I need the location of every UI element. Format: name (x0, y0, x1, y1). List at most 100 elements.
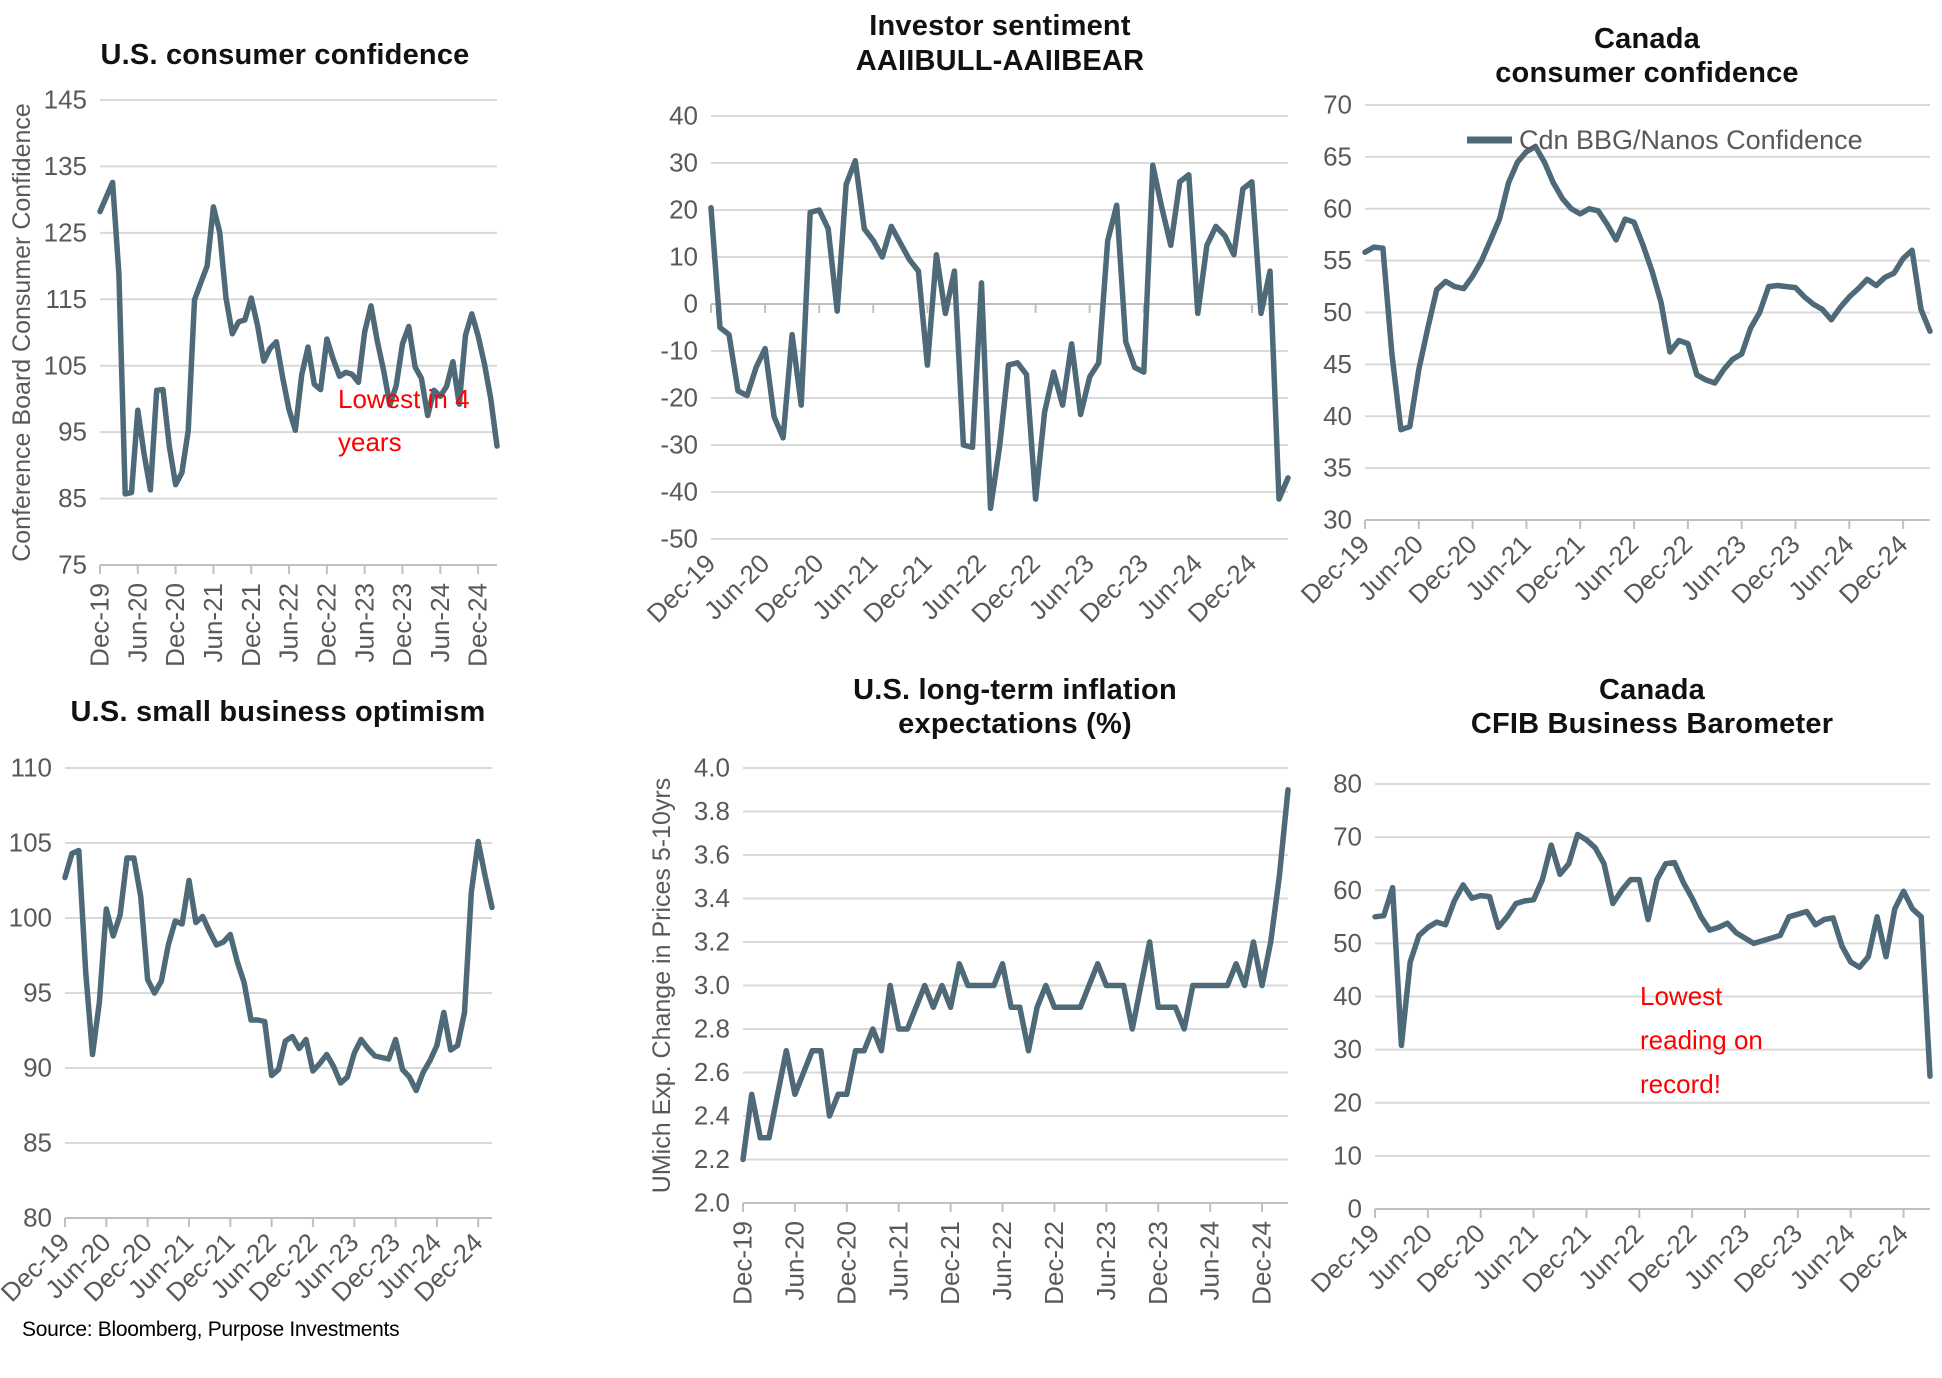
series-line (1372, 831, 1933, 1079)
series-line (708, 157, 1291, 512)
chart-title: U.S. consumer confidence (101, 39, 470, 71)
x-axis-tick-label: Dec-22 (311, 583, 341, 667)
y-axis-tick-label: 2.8 (694, 1014, 730, 1044)
y-axis-tick-label: 20 (669, 195, 698, 225)
series-line (740, 787, 1291, 1163)
y-axis-tick-label: -10 (660, 336, 698, 366)
y-axis-tick-label: 2.0 (694, 1188, 730, 1218)
y-axis-tick-label: 145 (44, 85, 87, 115)
chart-title: U.S. small business optimism (71, 696, 486, 728)
x-axis-tick-label: Dec-19 (85, 583, 115, 667)
x-axis-tick-label: Dec-21 (236, 583, 266, 667)
y-axis-tick-label: 70 (1323, 90, 1352, 120)
x-axis-tick-label: Jun-22 (987, 1221, 1017, 1301)
y-axis-tick-label: 30 (669, 148, 698, 178)
y-axis-tick-label: 40 (1333, 981, 1362, 1011)
x-axis-tick-label: Dec-19 (728, 1221, 758, 1305)
x-axis-tick-label: Jun-21 (883, 1221, 913, 1301)
y-axis-tick-label: 85 (58, 483, 87, 513)
y-axis-tick-label: 95 (58, 417, 87, 447)
y-axis-tick-label: 95 (23, 978, 52, 1008)
x-axis-tick-label: Jun-24 (425, 583, 455, 663)
annotation-text: Lowest in 4 (338, 384, 470, 414)
series-line (1362, 143, 1933, 433)
x-axis-tick-label: Jun-20 (122, 583, 152, 663)
chart-title: CFIB Business Barometer (1471, 708, 1833, 740)
y-axis-title: UMich Exp. Change in Prices 5-10yrs (648, 778, 676, 1193)
y-axis-tick-label: 30 (1323, 505, 1352, 535)
x-axis-tick-label: Dec-22 (1039, 1221, 1069, 1305)
y-axis-tick-label: 3.2 (694, 927, 730, 957)
x-axis-tick-label: Jun-21 (198, 583, 228, 663)
y-axis-tick-label: 4.0 (694, 753, 730, 783)
chart-title: expectations (%) (898, 708, 1132, 740)
y-axis-tick-label: 60 (1333, 875, 1362, 905)
chart-canvas: 11010510095908580Dec-19Jun-20Dec-20Jun-2… (0, 696, 495, 1308)
series-line (97, 179, 500, 497)
chart-canada-cfib-barometer: 80 70 60 50 40 30 20 10 0 Dec-19 Jun-20 Dec-20 Jun-2… (1296, 674, 1942, 1378)
chart-title: AAIIBULL-AAIIBEAR (856, 45, 1145, 77)
y-axis-tick-label: -50 (660, 524, 698, 554)
y-axis-tick-label: 105 (44, 350, 87, 380)
y-axis-tick-label: 2.6 (694, 1057, 730, 1087)
annotation-text: Lowest (1640, 981, 1723, 1011)
y-axis-tick-label: 40 (669, 101, 698, 131)
y-axis-tick-label: 65 (1323, 141, 1352, 171)
y-axis-tick-label: 3.0 (694, 970, 730, 1000)
y-axis-tick-label: 0 (1348, 1194, 1362, 1224)
y-axis-tick-label: 105 (9, 828, 52, 858)
y-axis-tick-label: 50 (1333, 928, 1362, 958)
y-axis-tick-label: 80 (1333, 769, 1362, 799)
y-axis-tick-label: 100 (9, 903, 52, 933)
y-axis-tick-label: 3.8 (694, 796, 730, 826)
chart-canvas: 80706050403020100Dec-19Jun-20Dec-20Jun-2… (1305, 674, 1933, 1299)
y-axis-tick-label: 125 (44, 217, 87, 247)
x-axis-tick-label: Dec-20 (160, 583, 190, 667)
chart-title: U.S. long-term inflation (853, 674, 1177, 706)
y-axis-tick-label: 2.4 (694, 1101, 730, 1131)
y-axis-tick-label: 10 (669, 242, 698, 272)
chart-us-small-business-optimism: 110 105 100 95 90 85 80 Dec-19 Jun-20 Dec-20 Jun-2… (0, 689, 648, 1378)
y-axis-tick-label: -30 (660, 430, 698, 460)
y-axis-tick-label: -40 (660, 477, 698, 507)
y-axis-tick-label: 20 (1333, 1087, 1362, 1117)
chart-us-consumer-confidence: 145 135 125 115 105 95 85 75 Dec-19 Jun-20 Dec-20 J… (0, 0, 648, 689)
y-axis-tick-label: 10 (1333, 1140, 1362, 1170)
y-axis-tick-label: 2.2 (694, 1144, 730, 1174)
annotation-text: record! (1640, 1069, 1721, 1099)
legend-label: Cdn BBG/Nanos Confidence (1519, 125, 1863, 155)
y-axis-tick-label: 135 (44, 151, 87, 181)
y-axis-tick-label: 3.6 (694, 840, 730, 870)
x-axis-tick-label: Jun-23 (1091, 1221, 1121, 1301)
y-axis-title: Conference Board Consumer Confidence (8, 103, 36, 562)
y-axis-tick-label: 45 (1323, 349, 1352, 379)
x-axis-tick-label: Jun-24 (1195, 1221, 1225, 1301)
y-axis-tick-label: 60 (1323, 193, 1352, 223)
chart-canvas: 706560555045403530Dec-19Jun-20Dec-20Jun-… (1295, 23, 1933, 610)
chart-canvas: 403020100-10-20-30-40-50Dec-19Jun-20Dec-… (641, 10, 1291, 629)
annotation-text: years (338, 427, 402, 457)
y-axis-tick-label: 3.4 (694, 883, 730, 913)
y-axis-tick-label: 40 (1323, 401, 1352, 431)
x-axis-tick-label: Dec-24 (463, 583, 493, 667)
y-axis-tick-label: 110 (11, 753, 52, 783)
x-axis-tick-label: Dec-21 (935, 1221, 965, 1305)
y-axis-tick-label: 70 (1333, 822, 1362, 852)
y-axis-tick-label: 35 (1323, 453, 1352, 483)
y-axis-tick-label: 55 (1323, 245, 1352, 275)
x-axis-tick-label: Dec-24 (1247, 1221, 1277, 1305)
y-axis-tick-label: 85 (23, 1128, 52, 1158)
chart-title: Investor sentiment (869, 10, 1131, 42)
chart-title: Canada (1594, 23, 1701, 55)
y-axis-tick-label: -20 (660, 383, 698, 413)
source-note: Source: Bloomberg, Purpose Investments (22, 1318, 400, 1341)
x-axis-tick-label: Jun-20 (779, 1221, 809, 1301)
x-axis-tick-label: Dec-23 (1143, 1221, 1173, 1305)
chart-title: Canada (1599, 674, 1706, 706)
chart-us-inflation-expectations: 4.0 3.8 3.6 3.4 3.2 3.0 2.8 2.6 2.4 2.2 2.0 Dec-19 J… (648, 674, 1296, 1378)
annotation-text: reading on (1640, 1025, 1763, 1055)
x-axis-tick-label: Dec-23 (387, 583, 417, 667)
y-axis-tick-label: 80 (23, 1203, 52, 1233)
